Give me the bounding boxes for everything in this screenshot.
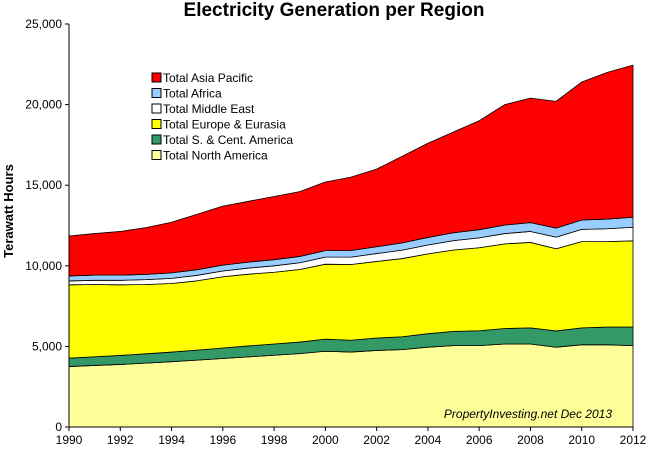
- x-axis-ticks: 1990 1992 1994 1996 1998 2000 2002 2004 2006 2008…: [56, 427, 647, 447]
- source-annotation: PropertyInvesting.net Dec 2013: [444, 407, 612, 421]
- legend-swatch-total-s-cent-america: [151, 134, 162, 145]
- legend-swatch-total-africa: [151, 88, 162, 98]
- y-tick-label: 10,000: [25, 259, 62, 273]
- x-tick-label: 2006: [466, 433, 493, 447]
- legend-label-total-north-america: Total North America: [163, 149, 268, 163]
- legend-swatch-total-asia-pacific: [151, 72, 162, 83]
- y-tick-label: 20,000: [25, 98, 62, 112]
- legend-swatch-total-middle-east: [151, 103, 162, 114]
- x-tick-label: 1998: [261, 433, 288, 447]
- y-tick-label: 5,000: [32, 339, 62, 353]
- legend-label-total-middle-east: Total Middle East: [163, 102, 255, 116]
- chart-title: Electricity Generation per Region: [184, 0, 485, 21]
- y-axis-ticks: 0 5,000 10,000 15,000 20,000 25,000: [25, 17, 69, 434]
- x-tick-label: 2012: [620, 433, 647, 447]
- legend-label-total-africa: Total Africa: [163, 87, 222, 101]
- y-tick-label: 15,000: [25, 178, 62, 192]
- y-tick-label: 0: [55, 420, 62, 434]
- legend-label-total-asia-pacific: Total Asia Pacific: [163, 71, 253, 85]
- stacked-areas: [68, 64, 634, 428]
- x-tick-label: 2004: [415, 433, 442, 447]
- legend-label-total-europe-eurasia: Total Europe & Eurasia: [163, 118, 286, 132]
- y-axis-label: Terawatt Hours: [1, 164, 16, 258]
- x-tick-label: 2010: [568, 433, 595, 447]
- axes: [68, 24, 633, 428]
- x-tick-label: 1990: [56, 433, 83, 447]
- x-tick-label: 1996: [209, 433, 236, 447]
- x-tick-label: 2008: [517, 433, 544, 447]
- x-tick-label: 2002: [363, 433, 390, 447]
- x-tick-label: 2000: [312, 433, 339, 447]
- y-tick-label: 25,000: [25, 17, 62, 31]
- legend-label-total-s-cent-america: Total S. & Cent. America: [163, 133, 293, 147]
- x-tick-label: 1992: [107, 433, 134, 447]
- legend-swatch-total-europe-eurasia: [151, 119, 162, 129]
- legend-swatch-total-north-america: [151, 150, 162, 160]
- area-total-asia-pacific: [68, 64, 634, 277]
- x-tick-label: 1994: [158, 433, 185, 447]
